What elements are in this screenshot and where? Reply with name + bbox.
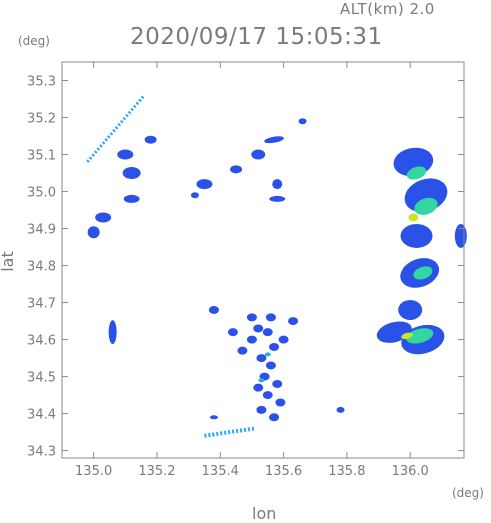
echo-cell (414, 197, 438, 215)
echo-cell (269, 413, 280, 422)
echo-cell (253, 383, 264, 392)
timestamp-title: 2020/09/17 15:05:31 (130, 24, 383, 50)
echo-cell (401, 332, 413, 340)
y-tick-label: 34.5 (27, 371, 56, 386)
x-tick-label: 135.6 (265, 464, 302, 479)
echo-cell (208, 305, 219, 314)
y-tick-label: 35.3 (27, 75, 56, 90)
x-tick-label: 135.2 (138, 464, 175, 479)
echo-cell (246, 313, 257, 322)
y-ticks: 34.3 34.4 34.5 34.6 34.7 34.8 34.9 35.0 35.1 35.2… (27, 75, 464, 460)
echo-cell (264, 352, 271, 357)
echo-cell (144, 135, 157, 144)
echo-layer (86, 94, 467, 438)
echo-cell (262, 391, 273, 400)
x-tick-label: 135.4 (202, 464, 239, 479)
echo-cell (406, 166, 427, 180)
plot-frame (61, 61, 465, 459)
echo-cell (237, 346, 248, 355)
echo-cell (265, 361, 276, 370)
echo-cell (196, 179, 213, 190)
x-tick-label: 135.8 (328, 464, 365, 479)
echo-cell (209, 415, 218, 420)
echo-cell (122, 167, 141, 180)
y-tick-label: 34.6 (27, 334, 56, 349)
echo-cell (288, 317, 299, 326)
echo-cell (272, 379, 283, 388)
echo-cell (108, 320, 117, 345)
echo-streak (86, 94, 146, 163)
echo-cell (336, 406, 345, 413)
y-tick-label: 34.3 (27, 445, 56, 460)
echo-cell (398, 299, 423, 320)
y-tick-label: 35.1 (27, 149, 56, 164)
y-tick-label: 34.8 (27, 260, 56, 275)
echo-cell (408, 213, 419, 222)
echo-cell (413, 266, 433, 280)
y-tick-label: 35.0 (27, 186, 56, 201)
echo-cell (400, 223, 433, 248)
y-tick-label: 35.2 (27, 112, 56, 127)
echo-cell (117, 149, 134, 160)
echo-cell (123, 194, 140, 203)
echo-cell (253, 324, 264, 333)
echo-cell (265, 313, 276, 322)
x-ticks: 135.0 135.2 135.4 135.6 135.8 136.0 (75, 62, 429, 479)
echo-cell (272, 179, 283, 190)
echo-cell (227, 328, 238, 337)
echo-cell (256, 354, 267, 363)
echo-streak (204, 426, 256, 438)
echo-cell (406, 328, 434, 344)
echo-cell (87, 226, 100, 239)
echo-cell (258, 378, 265, 383)
echo-cell (190, 192, 199, 199)
x-tick-label: 136.0 (392, 464, 429, 479)
y-tick-label: 34.9 (27, 223, 56, 238)
echo-cell (246, 335, 257, 344)
echo-cell (298, 118, 307, 125)
y-tick-label: 34.4 (27, 408, 56, 423)
echo-cell (95, 212, 112, 223)
x-tick-label: 135.0 (75, 464, 112, 479)
echo-cell (262, 328, 273, 337)
echo-cell (269, 342, 280, 351)
echo-cell (454, 223, 467, 248)
x-axis-unit: (deg) (452, 486, 484, 500)
echo-cell (278, 335, 289, 344)
echo-cell (256, 405, 267, 414)
echo-cell (269, 195, 286, 202)
echo-cell (230, 165, 243, 174)
echo-cell (275, 398, 286, 407)
echo-cell (251, 149, 266, 160)
y-axis-unit: (deg) (18, 34, 50, 48)
x-axis-label: lon (252, 504, 277, 523)
altitude-label: ALT(km) 2.0 (340, 0, 435, 18)
y-tick-label: 34.7 (27, 297, 56, 312)
echo-cell (264, 136, 284, 144)
